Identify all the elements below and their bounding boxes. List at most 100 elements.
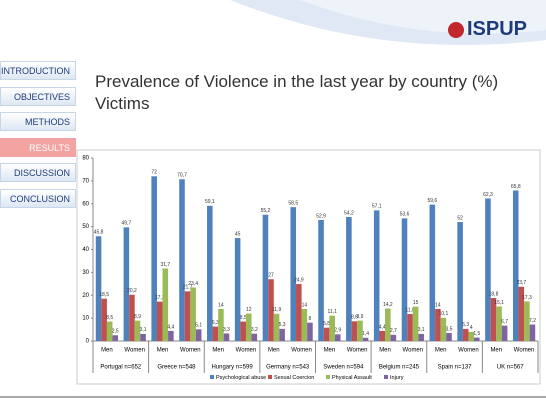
value-label: 5,8	[323, 321, 330, 327]
bar	[474, 337, 480, 341]
value-label: 8,5	[240, 315, 247, 321]
value-label: 70,7	[177, 173, 187, 179]
value-label: 21,7	[183, 285, 193, 291]
y-tick-label: 40	[82, 247, 89, 253]
value-label: 1,4	[362, 331, 369, 337]
bar	[279, 328, 285, 341]
bar	[457, 222, 463, 341]
value-label: 3,2	[251, 327, 258, 333]
bar	[251, 333, 258, 341]
x-tick-label: Women	[403, 348, 424, 354]
slide-title: Prevalence of Violence in the last year …	[95, 72, 499, 91]
nav-button[interactable]: METHODS	[0, 112, 76, 131]
value-label: 45	[235, 231, 241, 237]
logo-icon	[448, 22, 464, 38]
value-label: 4,4	[379, 324, 386, 330]
bar	[129, 294, 135, 341]
bar	[218, 308, 224, 341]
bar	[334, 334, 341, 341]
legend-label: Psychological abuse	[216, 375, 266, 381]
bar	[524, 301, 530, 341]
bar	[184, 291, 191, 341]
value-label: 1,5	[473, 331, 480, 337]
bar	[490, 297, 497, 341]
bar	[373, 210, 380, 341]
value-label: 17,2	[155, 295, 165, 301]
value-label: 7,2	[529, 318, 536, 324]
y-tick-label: 50	[82, 224, 89, 230]
bar	[501, 325, 508, 341]
nav-button[interactable]: RESULTS	[0, 137, 76, 157]
bar	[385, 308, 391, 341]
value-label: 52	[457, 215, 463, 221]
bar	[212, 326, 219, 341]
bar	[446, 332, 452, 341]
bar	[435, 308, 441, 341]
x-tick-label: Men	[157, 348, 169, 354]
bar	[296, 284, 302, 341]
bar	[123, 227, 130, 341]
x-tick-label: Men	[379, 348, 391, 354]
value-label: 2,7	[390, 328, 397, 334]
group-label: Belgium n=245	[379, 365, 420, 371]
value-label: 27	[268, 273, 274, 279]
nav-button[interactable]: OBJECTIVES	[0, 86, 76, 106]
bar	[156, 301, 163, 341]
group-label: Germany n=543	[266, 365, 310, 371]
bar	[412, 306, 419, 341]
bar	[529, 324, 536, 341]
nav-button[interactable]: CONCLUSION	[0, 188, 76, 208]
x-tick-label: Women	[124, 348, 145, 354]
value-label: 54,2	[344, 210, 354, 216]
value-label: 45,8	[94, 230, 104, 236]
bar	[240, 321, 246, 341]
bar	[190, 287, 196, 341]
bar	[268, 279, 274, 341]
y-tick-label: 20	[82, 293, 89, 299]
y-tick-label: 0	[86, 339, 90, 345]
bar	[318, 219, 324, 341]
bar	[112, 335, 119, 341]
bar	[95, 236, 102, 341]
legend-swatch	[384, 375, 388, 379]
value-label: 62,3	[483, 192, 493, 198]
group-label: Greece n=548	[157, 365, 196, 371]
value-label: 18,5	[99, 292, 109, 298]
value-label: 11,1	[328, 309, 338, 315]
value-label: 57,1	[372, 204, 382, 210]
value-label: 72	[151, 170, 157, 176]
bar	[140, 333, 146, 341]
bar	[301, 308, 308, 341]
logo: ISPUP	[467, 18, 528, 40]
legend-swatch	[268, 375, 272, 379]
nav-button[interactable]: INTRODUCTION	[0, 61, 76, 80]
bar	[351, 321, 358, 341]
bar	[357, 320, 363, 341]
slide-subtitle: Victims	[95, 94, 150, 113]
group-label: Sweden n=594	[323, 365, 364, 371]
x-tick-label: Women	[236, 348, 257, 354]
legend-label: Sexual Coercion	[274, 375, 314, 381]
value-label: 5,3	[462, 322, 469, 328]
x-tick-label: Men	[435, 348, 447, 354]
value-label: 14	[218, 302, 224, 308]
nav-button[interactable]: DISCUSSION	[0, 163, 76, 182]
value-label: 3,5	[446, 326, 453, 332]
bar	[290, 207, 297, 341]
value-label: 59,1	[205, 199, 215, 205]
y-tick-label: 10	[82, 316, 89, 322]
bar	[485, 198, 491, 341]
value-label: 14	[435, 302, 441, 308]
x-tick-label: Women	[291, 348, 312, 354]
bar	[101, 298, 107, 341]
bar	[106, 321, 113, 341]
x-tick-label: Men	[101, 348, 113, 354]
value-label: 8,5	[106, 315, 113, 321]
bar	[429, 204, 436, 341]
bar	[223, 333, 230, 341]
value-label: 59,6	[427, 198, 437, 204]
value-label: 5,3	[279, 322, 286, 328]
y-tick-label: 60	[82, 201, 89, 207]
bar	[168, 330, 174, 341]
y-tick-label: 80	[82, 156, 89, 162]
